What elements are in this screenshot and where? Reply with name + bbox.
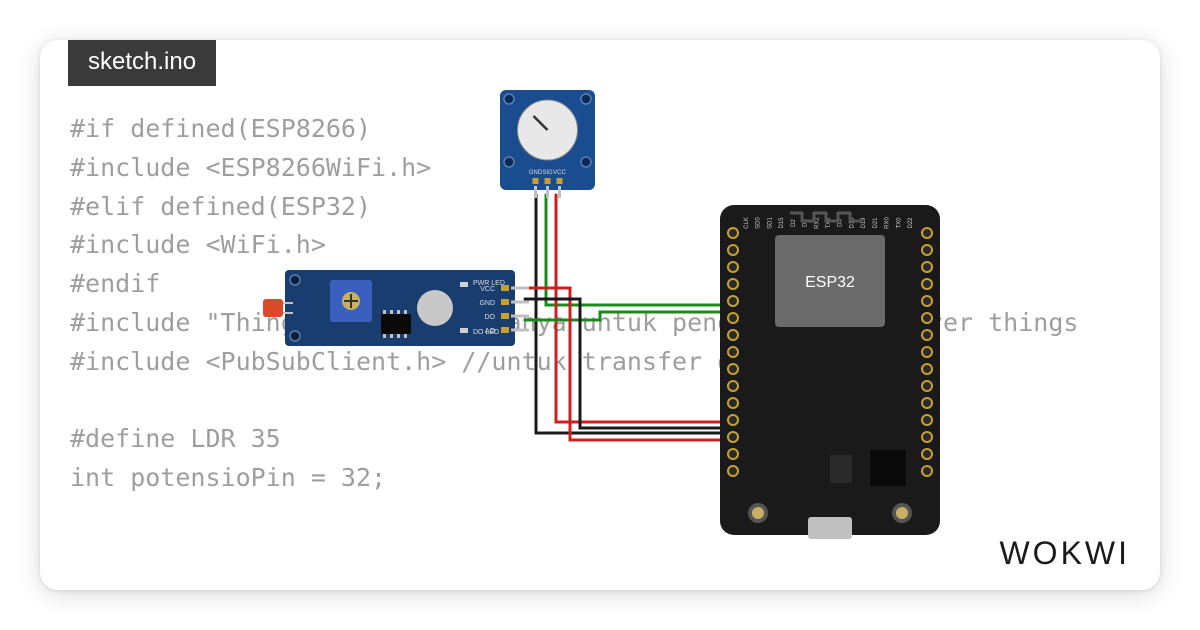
code-preview: #if defined(ESP8266) #include <ESP8266Wi…: [70, 110, 1130, 498]
project-card: sketch.ino #if defined(ESP8266) #include…: [40, 40, 1160, 590]
wokwi-logo: WOKWI: [999, 535, 1130, 572]
filename-tab[interactable]: sketch.ino: [68, 40, 216, 86]
